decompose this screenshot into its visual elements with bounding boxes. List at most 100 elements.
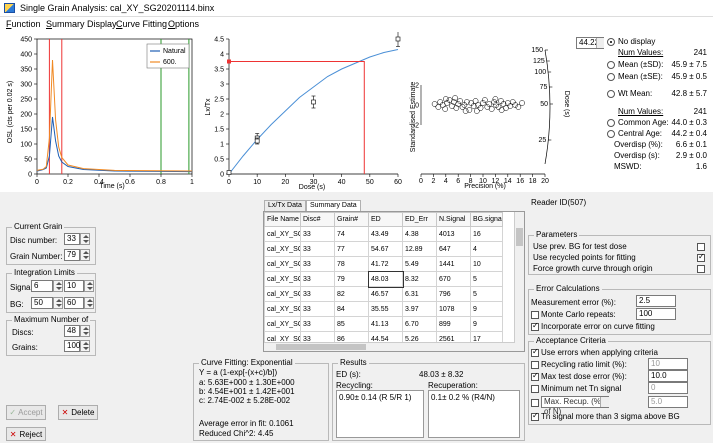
radio-wt-mean[interactable] xyxy=(607,90,615,98)
menu-summary-display[interactable]: Summary Display xyxy=(46,19,117,29)
table-cell[interactable]: cal_XY_SG xyxy=(264,226,301,242)
table-cell[interactable]: 899 xyxy=(436,316,471,332)
monte-carlo-checkbox[interactable] xyxy=(531,311,539,319)
table-column-header[interactable]: ED xyxy=(368,212,403,227)
table-cell[interactable]: 33 xyxy=(300,256,335,272)
table-cell[interactable]: 33 xyxy=(300,301,335,317)
table-cell[interactable]: 84 xyxy=(334,301,369,317)
grain-number-input[interactable]: 79 xyxy=(64,249,80,261)
max-recup-checkbox[interactable] xyxy=(531,399,539,407)
table-cell[interactable]: cal_XY_SG xyxy=(264,256,301,272)
discs-input[interactable]: 48 xyxy=(64,325,80,337)
delete-button[interactable]: ✕ Delete xyxy=(58,405,98,420)
discs-spinner[interactable] xyxy=(80,325,90,337)
table-row[interactable]: cal_XY_SG 33 84 35.55 3.97 1078 9 xyxy=(264,301,503,317)
tn-signal-checkbox[interactable] xyxy=(531,411,539,421)
menu-options[interactable]: Options xyxy=(168,19,200,29)
table-cell[interactable]: 1078 xyxy=(436,301,471,317)
table-cell[interactable]: 4 xyxy=(470,241,503,257)
incorporate-checkbox[interactable] xyxy=(531,321,539,331)
table-column-header[interactable]: Grain# xyxy=(334,212,369,227)
prev-bg-checkbox[interactable] xyxy=(697,243,705,251)
signal-from-input[interactable]: 6 xyxy=(31,280,53,292)
tab-summary-data[interactable]: Summary Data xyxy=(306,200,361,211)
force-origin-checkbox[interactable] xyxy=(697,265,705,273)
table-cell[interactable]: 10 xyxy=(470,256,503,272)
max-test-checkbox[interactable] xyxy=(531,371,539,381)
table-column-header[interactable]: N.Signal xyxy=(436,212,471,227)
max-recup-select[interactable]: Max. Recup. (% of N) xyxy=(541,396,609,416)
grains-input[interactable]: 100 xyxy=(64,340,80,352)
max-recup-input[interactable]: 5.0 xyxy=(648,396,688,408)
grain-number-spinner[interactable] xyxy=(80,249,90,261)
recycling-limit-input[interactable]: 10 xyxy=(648,358,688,370)
table-cell[interactable]: 33 xyxy=(300,286,335,302)
signal-to-spinner[interactable] xyxy=(84,280,94,292)
signal-from-spinner[interactable] xyxy=(53,280,63,292)
table-cell[interactable]: 79 xyxy=(334,271,369,287)
table-cell[interactable]: 4013 xyxy=(436,226,471,242)
table-row[interactable]: cal_XY_SG 33 85 41.13 6.70 899 9 xyxy=(264,316,503,332)
table-row[interactable]: cal_XY_SG 33 79 48.03 8.32 670 5 xyxy=(264,270,503,288)
table-cell[interactable]: 33 xyxy=(300,271,335,287)
table-cell[interactable]: 5 xyxy=(470,286,503,302)
table-cell[interactable]: 77 xyxy=(334,241,369,257)
recycled-checkbox[interactable] xyxy=(697,252,705,262)
table-cell[interactable]: 85 xyxy=(334,316,369,332)
table-cell[interactable]: 16 xyxy=(470,226,503,242)
table-cell[interactable]: 41.13 xyxy=(368,316,403,332)
table-cell[interactable]: 796 xyxy=(436,286,471,302)
radio-central-age[interactable] xyxy=(607,130,615,138)
table-vscroll-thumb[interactable] xyxy=(516,228,523,246)
table-cell[interactable]: 6.70 xyxy=(402,316,437,332)
menu-curve-fitting[interactable]: Curve Fitting xyxy=(116,19,168,29)
max-recup-arrow-icon[interactable] xyxy=(600,397,609,407)
signal-to-input[interactable]: 10 xyxy=(64,280,84,292)
table-cell[interactable]: 670 xyxy=(436,271,471,287)
bg-from-input[interactable]: 50 xyxy=(31,297,53,309)
bg-from-spinner[interactable] xyxy=(53,297,63,309)
table-cell[interactable]: 8.32 xyxy=(402,271,437,287)
table-cell[interactable]: 6.31 xyxy=(402,286,437,302)
radio-no-display[interactable] xyxy=(607,38,615,46)
recycling-checkbox[interactable] xyxy=(531,361,539,369)
table-cell[interactable]: 12.89 xyxy=(402,241,437,257)
table-cell[interactable]: 9 xyxy=(470,301,503,317)
tab-lxtx-data[interactable]: Lx/Tx Data xyxy=(264,200,306,211)
table-cell[interactable]: 33 xyxy=(300,226,335,242)
table-cell[interactable]: 74 xyxy=(334,226,369,242)
monte-carlo-input[interactable]: 100 xyxy=(636,308,676,320)
table-cell[interactable]: 1441 xyxy=(436,256,471,272)
grains-spinner[interactable] xyxy=(80,340,90,352)
disc-number-spinner[interactable] xyxy=(80,233,90,245)
table-cell[interactable]: 33 xyxy=(300,241,335,257)
table-cell[interactable]: cal_XY_SG xyxy=(264,301,301,317)
table-cell[interactable]: cal_XY_SG xyxy=(264,271,301,287)
table-column-header[interactable]: File Name xyxy=(264,212,301,227)
min-net-checkbox[interactable] xyxy=(531,385,539,393)
table-cell[interactable]: 5 xyxy=(470,271,503,287)
table-row[interactable]: cal_XY_SG 33 77 54.67 12.89 647 4 xyxy=(264,241,503,257)
table-cell[interactable]: 78 xyxy=(334,256,369,272)
table-hscroll-thumb[interactable] xyxy=(276,344,366,350)
radio-mean-se[interactable] xyxy=(607,73,615,81)
table-horizontal-scrollbar[interactable] xyxy=(264,342,515,351)
table-cell[interactable]: 48.03 xyxy=(367,270,404,288)
table-row[interactable]: cal_XY_SG 33 78 41.72 5.49 1441 10 xyxy=(264,256,503,272)
table-column-header[interactable]: Disc# xyxy=(300,212,335,227)
max-test-input[interactable]: 10.0 xyxy=(648,370,688,382)
table-cell[interactable]: 54.67 xyxy=(368,241,403,257)
accept-button[interactable]: ✓ Accept xyxy=(6,405,46,420)
reject-button[interactable]: ✕ Reject xyxy=(6,427,46,441)
bg-to-input[interactable]: 60 xyxy=(64,297,84,309)
radio-common-age[interactable] xyxy=(607,119,615,127)
use-errors-checkbox[interactable] xyxy=(531,347,539,357)
table-cell[interactable]: 35.55 xyxy=(368,301,403,317)
table-vertical-scrollbar[interactable] xyxy=(514,212,524,351)
table-row[interactable]: cal_XY_SG 33 82 46.57 6.31 796 5 xyxy=(264,286,503,302)
table-row[interactable]: cal_XY_SG 33 74 43.49 4.38 4013 16 xyxy=(264,226,503,242)
table-cell[interactable]: 5.49 xyxy=(402,256,437,272)
bg-to-spinner[interactable] xyxy=(84,297,94,309)
disc-number-input[interactable]: 33 xyxy=(64,233,80,245)
table-cell[interactable]: 82 xyxy=(334,286,369,302)
